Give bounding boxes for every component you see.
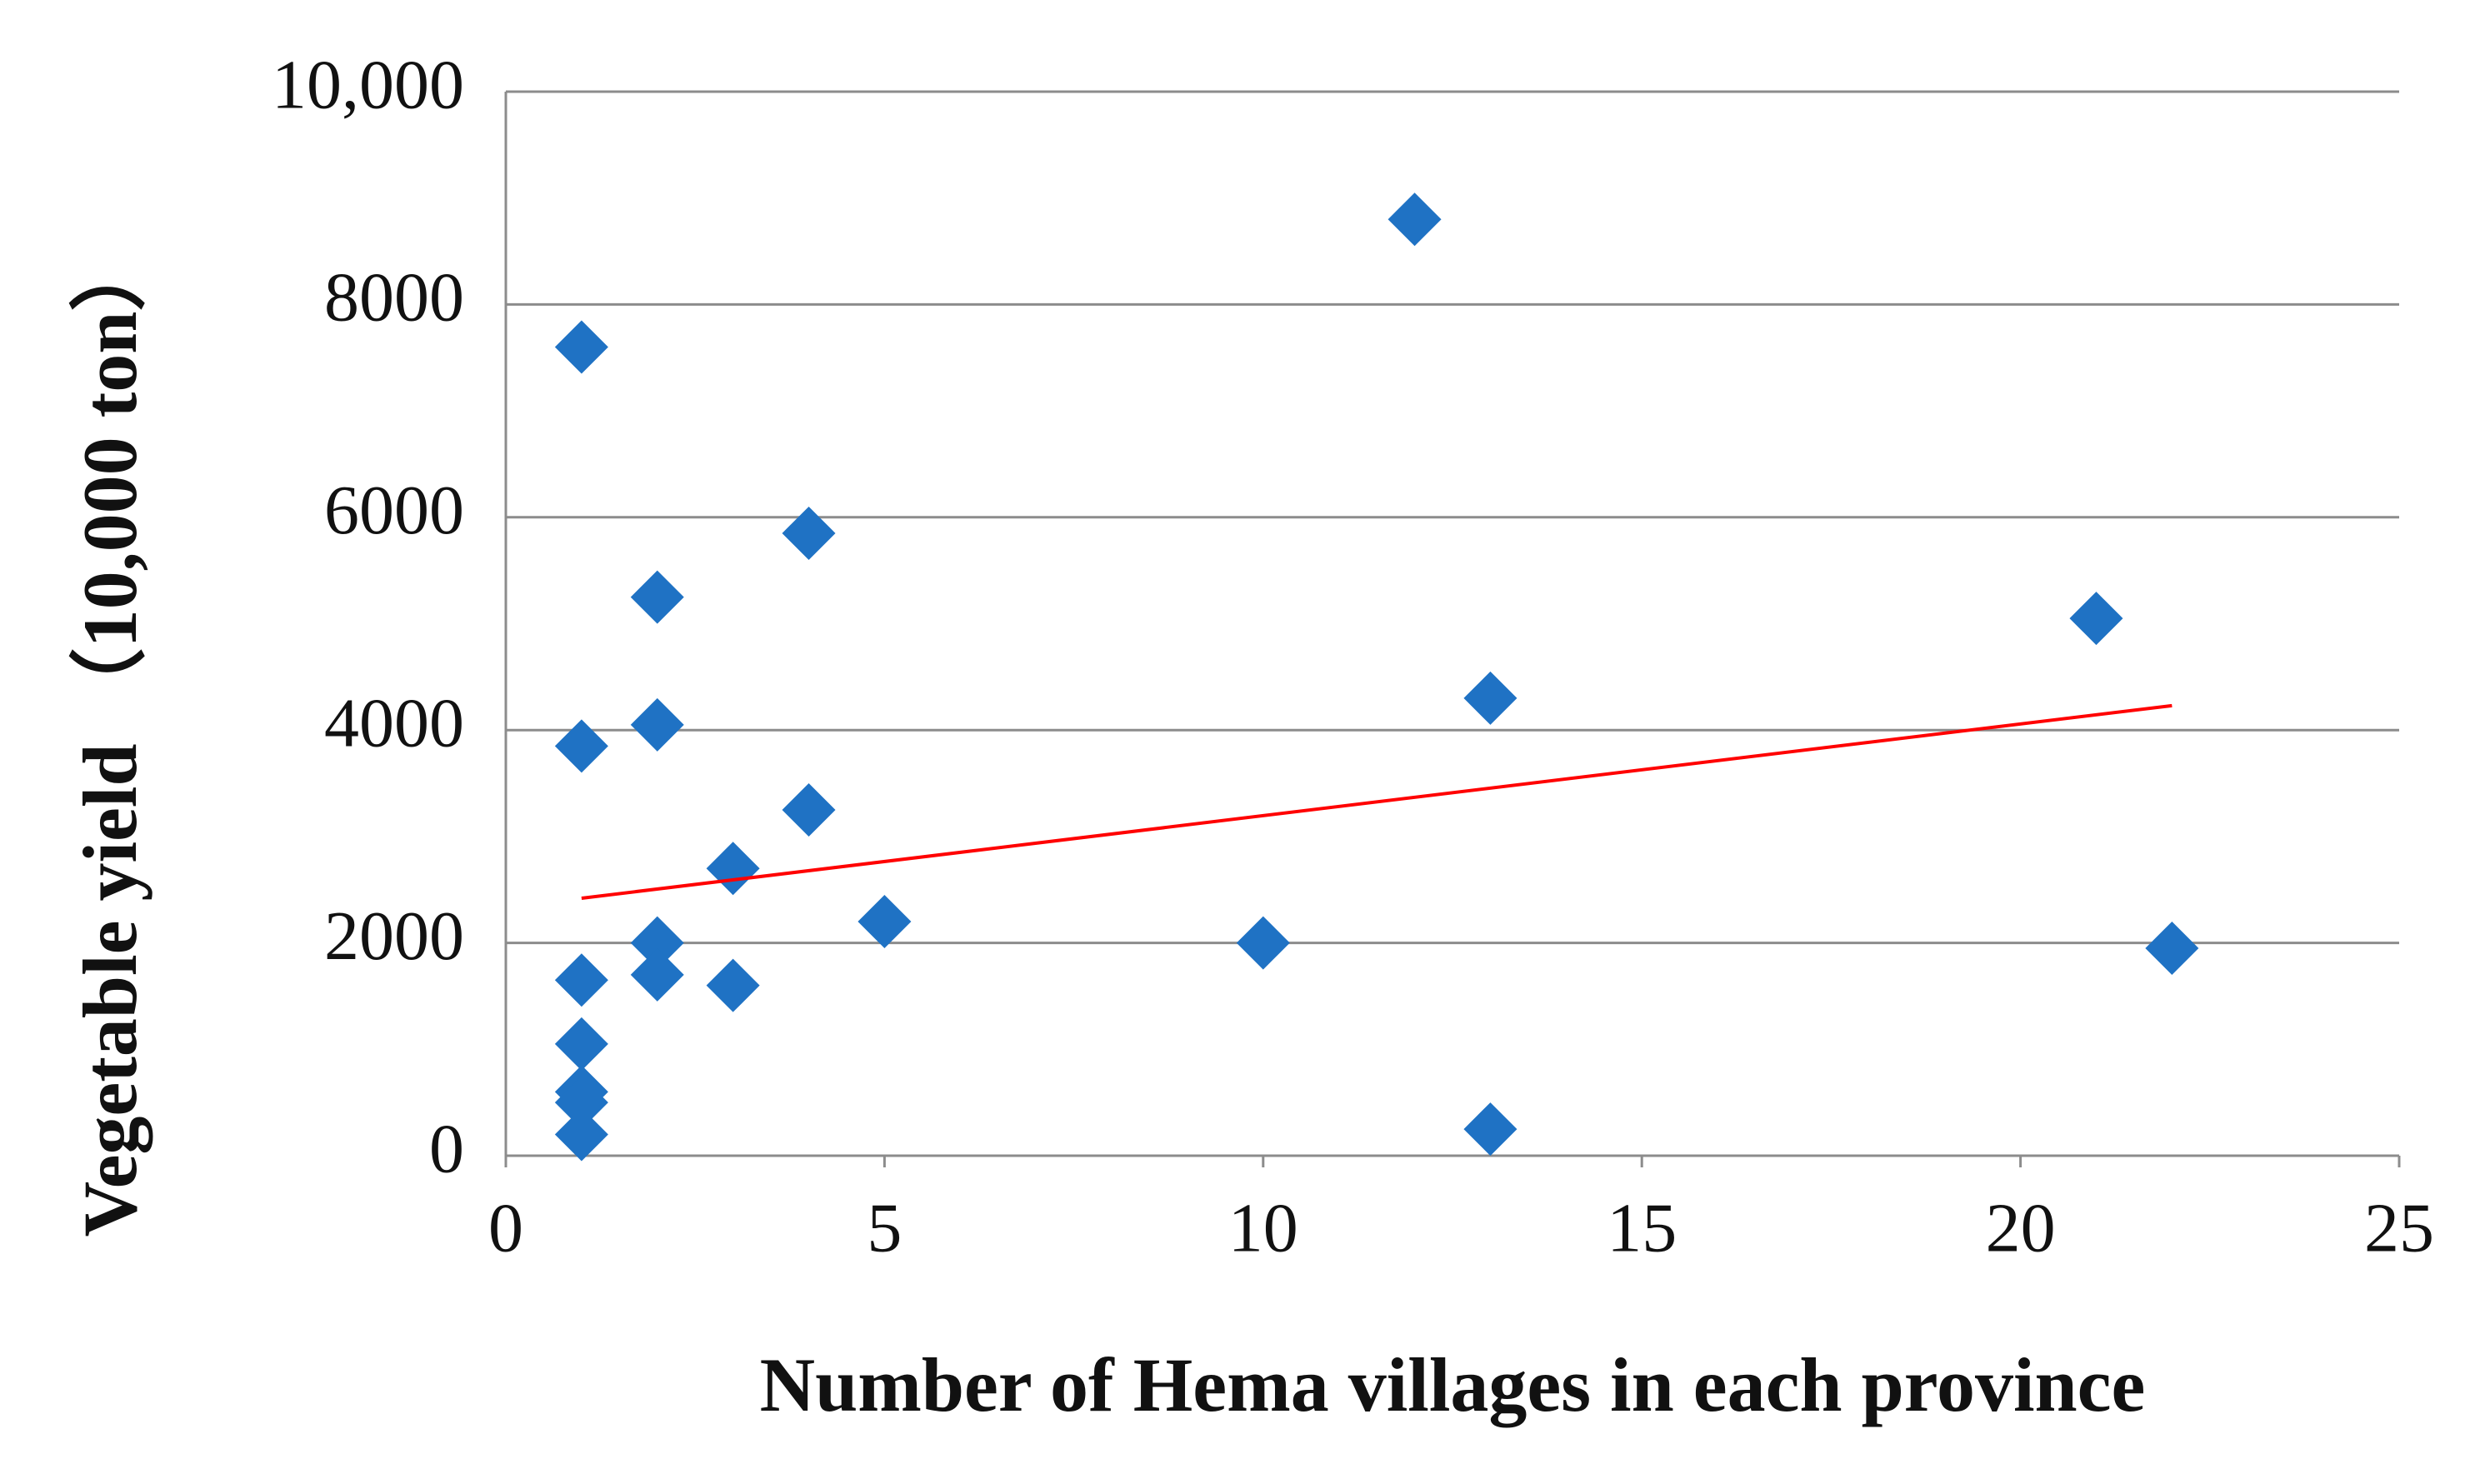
data-point [782, 782, 836, 837]
x-tick-label: 5 [867, 1189, 902, 1267]
data-point [2069, 592, 2123, 646]
trendline [581, 703, 2172, 900]
data-point [706, 958, 760, 1012]
data-point [1463, 1102, 1518, 1157]
y-tick-label: 6000 [324, 472, 464, 549]
data-point [554, 1017, 608, 1071]
x-tick-label: 0 [488, 1189, 523, 1267]
data-point [1236, 916, 1290, 970]
x-axis-title: Number of Hema villages in each province [760, 1342, 2146, 1427]
data-point [554, 1107, 608, 1162]
y-axis-title: Vegetable yield （10,000 ton） [68, 235, 152, 1237]
data-point [554, 719, 608, 773]
data-point [630, 916, 684, 970]
x-tick-label: 25 [2364, 1189, 2434, 1267]
data-point [630, 947, 684, 1002]
data-point [858, 895, 912, 949]
x-tick-label: 20 [1986, 1189, 2056, 1267]
data-point [554, 953, 608, 1007]
data-point [554, 1076, 608, 1130]
data-point [706, 842, 760, 896]
y-tick-label: 8000 [324, 259, 464, 337]
x-tick-label: 15 [1607, 1189, 1677, 1267]
x-tick-label: 10 [1228, 1189, 1298, 1267]
y-tick-label: 10,000 [272, 46, 464, 123]
data-point [630, 570, 684, 624]
data-point [1463, 671, 1518, 725]
y-tick-label: 4000 [324, 684, 464, 762]
data-point [2145, 921, 2199, 975]
y-tick-label: 0 [429, 1110, 464, 1187]
data-point [554, 320, 608, 374]
data-point [1388, 192, 1442, 247]
data-point [782, 506, 836, 560]
y-tick-label: 2000 [324, 897, 464, 975]
data-point [630, 697, 684, 752]
